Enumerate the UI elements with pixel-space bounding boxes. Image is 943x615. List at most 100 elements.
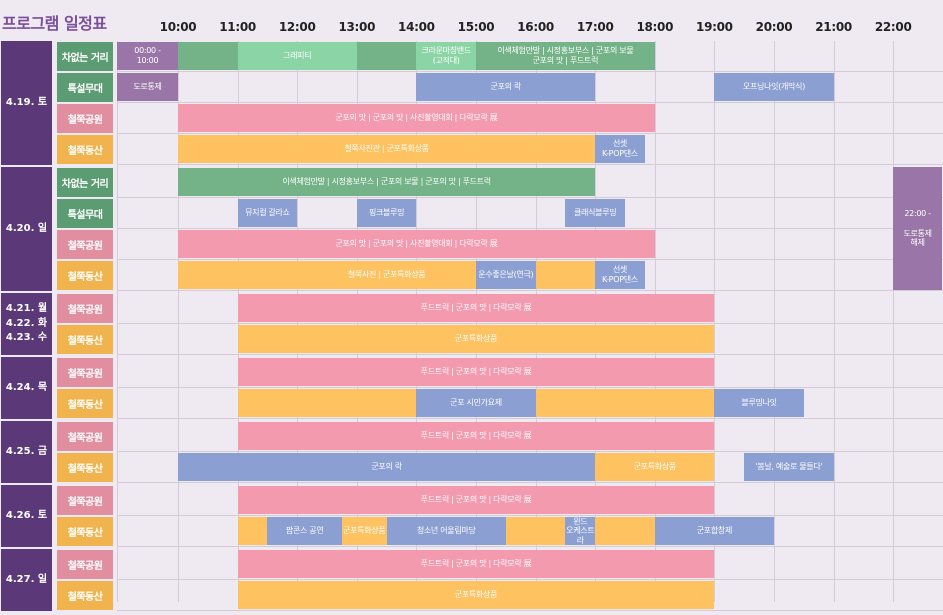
grid-line	[833, 41, 835, 602]
event-block: 군포의 락	[416, 73, 596, 101]
event-block: 푸드트럭 | 군포의 맛 | 다락모락 展	[237, 550, 715, 578]
event-block: 군포합창제	[654, 517, 774, 545]
event-block	[595, 517, 655, 545]
row-divider	[117, 610, 943, 611]
event-block: 군포특화상품	[595, 453, 715, 481]
row-divider	[117, 133, 943, 134]
event-block: 00:00 - 10:00	[117, 42, 178, 70]
grid-line	[774, 41, 775, 602]
event-block: 선셋 K-POP댄스	[595, 261, 645, 289]
venue-label: 철쭉공원	[57, 230, 113, 259]
time-label: 13:00	[338, 20, 376, 34]
page-title: 프로그램 일정표	[2, 14, 107, 33]
event-block: 핑크블루밍	[356, 199, 417, 227]
row-divider	[117, 579, 943, 580]
event-block: 윈드 오케스트라	[565, 517, 596, 545]
date-label: 4.19. 토	[1, 41, 52, 165]
event-block: 그래피티	[237, 42, 357, 70]
row-divider	[117, 71, 943, 72]
venue-label: 특설무대	[57, 73, 113, 102]
time-label: 22:00	[874, 20, 912, 34]
event-block: 뮤지컬 갈라쇼	[237, 199, 298, 227]
event-block: 군포의 락	[178, 453, 596, 481]
date-label: 4.24. 목	[1, 357, 52, 419]
row-divider	[117, 228, 943, 229]
row-divider	[117, 102, 943, 103]
event-block: 군포특화상품	[237, 325, 715, 353]
venue-label: 철쭉동산	[57, 389, 113, 418]
grid-line	[178, 41, 179, 602]
venue-label: 철쭉동산	[57, 261, 113, 290]
venue-label: 철쭉공원	[57, 422, 113, 451]
event-block: 군포의 맛 | 군포의 맛 | 사진촬영대회 | 다락모락 展	[178, 104, 655, 132]
time-label: 21:00	[815, 20, 852, 34]
row-divider	[117, 515, 943, 516]
event-block: 팝콘스 공연	[267, 517, 342, 545]
event-block: 도로통제	[117, 73, 178, 101]
event-block: 이색체험만발 | 시정홍보부스 | 군포의 보물 군포의 맛 | 푸드트럭	[476, 42, 655, 70]
event-block: 블루밍나잇	[714, 389, 804, 417]
time-label: 16:00	[517, 20, 554, 34]
row-divider	[117, 197, 943, 198]
overnight-block: 22:00 - 도로통제 해제	[893, 167, 942, 290]
row-divider	[117, 387, 943, 388]
venue-label: 철쭉공원	[57, 358, 113, 387]
venue-label: 특설무대	[57, 199, 113, 228]
event-block: 푸드트럭 | 군포의 맛 | 다락모락 展	[237, 486, 715, 514]
venue-label: 철쭉공원	[57, 550, 113, 579]
venue-label: 철쭉공원	[57, 294, 113, 323]
event-block: 청소년 어울림마당	[386, 517, 506, 545]
row-divider	[117, 418, 943, 419]
venue-label: 철쭉공원	[57, 486, 113, 515]
venue-label: 차없는 거리	[57, 168, 113, 197]
date-label: 4.26. 토	[1, 485, 52, 547]
date-label: 4.27. 일	[1, 549, 52, 611]
event-block: 선셋 K-POP댄스	[595, 135, 645, 163]
event-block	[505, 517, 566, 545]
time-label: 12:00	[278, 20, 316, 34]
row-divider	[117, 259, 943, 260]
venue-label: 철쭉동산	[57, 453, 113, 482]
grid-line	[893, 41, 895, 602]
venue-label: 철쭉동산	[57, 135, 113, 164]
row-divider	[117, 546, 943, 547]
time-label: 19:00	[696, 20, 733, 34]
time-label: 11:00	[219, 20, 256, 34]
row-divider	[117, 482, 943, 483]
event-block: 오프닝나잇(개막식)	[714, 73, 834, 101]
time-label: 14:00	[398, 20, 435, 34]
venue-label: 철쭉동산	[57, 581, 113, 610]
event-block: 군포특화상품	[237, 581, 715, 609]
time-label: 15:00	[457, 20, 495, 34]
row-divider	[117, 451, 943, 452]
event-block: 푸드트럭 | 군포의 맛 | 다락모락 展	[237, 294, 715, 322]
row-divider	[117, 354, 943, 355]
date-label: 4.21. 월 4.22. 화 4.23. 수	[1, 293, 52, 355]
row-divider	[117, 290, 943, 291]
venue-label: 철쭉동산	[57, 325, 113, 354]
row-divider	[117, 164, 943, 165]
event-block: '봄날, 예술로 물들다'	[744, 453, 834, 481]
grid-line	[117, 41, 118, 602]
venue-label: 차없는 거리	[57, 42, 113, 71]
event-block: 클래식블루밍	[565, 199, 625, 227]
event-block: 철쭉사진관 | 군포특화상품	[178, 135, 596, 163]
row-divider	[117, 323, 943, 324]
event-block: 군포의 맛 | 군포의 맛 | 사진촬영대회 | 다락모락 展	[178, 230, 655, 258]
venue-label: 철쭉동산	[57, 517, 113, 546]
event-block: 운수좋은날(연극)	[476, 261, 536, 289]
grid-line	[714, 41, 716, 602]
date-label: 4.25. 금	[1, 421, 52, 483]
date-label: 4.20. 일	[1, 167, 52, 291]
event-block: 군포특화상품	[341, 517, 387, 545]
event-block: 크라운마칭밴드 (고적대)	[416, 42, 476, 70]
event-block: 푸드트럭 | 군포의 맛 | 다락모락 展	[237, 422, 715, 450]
event-block: 푸드트럭 | 군포의 맛 | 다락모락 展	[237, 358, 715, 386]
venue-label: 철쭉공원	[57, 104, 113, 133]
time-label: 18:00	[636, 20, 674, 34]
event-block: 군포 시민가요제	[416, 389, 536, 417]
event-block: 이색체험만발 | 시정홍보부스 | 군포의 보물 | 군포의 맛 | 푸드트럭	[178, 168, 596, 196]
time-label: 20:00	[755, 20, 793, 34]
time-label: 10:00	[159, 20, 197, 34]
